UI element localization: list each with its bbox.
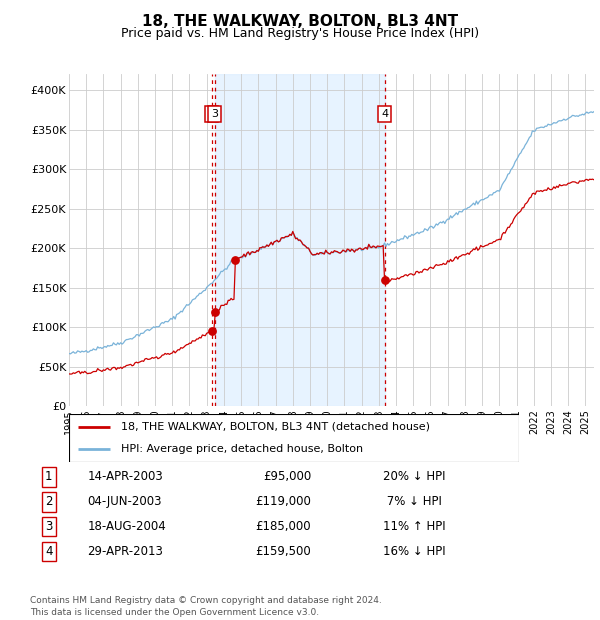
Text: £119,000: £119,000 (255, 495, 311, 508)
Point (210, 307, 220, 317)
Text: 18, THE WALKWAY, BOLTON, BL3 4NT (detached house): 18, THE WALKWAY, BOLTON, BL3 4NT (detach… (121, 422, 430, 432)
Text: 1: 1 (45, 471, 53, 484)
Text: 04-JUN-2003: 04-JUN-2003 (88, 495, 162, 508)
Point (380, 275, 389, 285)
FancyBboxPatch shape (69, 414, 519, 462)
Text: This data is licensed under the Open Government Licence v3.0.: This data is licensed under the Open Gov… (30, 608, 319, 617)
Text: Contains HM Land Registry data © Crown copyright and database right 2024.: Contains HM Land Registry data © Crown c… (30, 596, 382, 606)
Point (230, 255, 239, 265)
Text: 2: 2 (208, 109, 215, 119)
Text: 4: 4 (381, 109, 388, 119)
Text: 14-APR-2003: 14-APR-2003 (88, 471, 163, 484)
Text: £95,000: £95,000 (263, 471, 311, 484)
Text: 16% ↓ HPI: 16% ↓ HPI (383, 545, 445, 558)
Text: 18, THE WALKWAY, BOLTON, BL3 4NT: 18, THE WALKWAY, BOLTON, BL3 4NT (142, 14, 458, 29)
Text: 4: 4 (45, 545, 53, 558)
Point (207, 326, 217, 336)
Text: 18-AUG-2004: 18-AUG-2004 (88, 520, 166, 533)
Text: £185,000: £185,000 (256, 520, 311, 533)
Text: 20% ↓ HPI: 20% ↓ HPI (383, 471, 445, 484)
Text: 3: 3 (211, 109, 218, 119)
Text: 2: 2 (45, 495, 53, 508)
Bar (215, 74, 385, 406)
Text: 11% ↑ HPI: 11% ↑ HPI (383, 520, 445, 533)
Text: HPI: Average price, detached house, Bolton: HPI: Average price, detached house, Bolt… (121, 444, 363, 454)
Text: £159,500: £159,500 (255, 545, 311, 558)
Text: 29-APR-2013: 29-APR-2013 (88, 545, 163, 558)
Text: 3: 3 (45, 520, 53, 533)
Text: Price paid vs. HM Land Registry's House Price Index (HPI): Price paid vs. HM Land Registry's House … (121, 27, 479, 40)
Text: 7% ↓ HPI: 7% ↓ HPI (383, 495, 442, 508)
